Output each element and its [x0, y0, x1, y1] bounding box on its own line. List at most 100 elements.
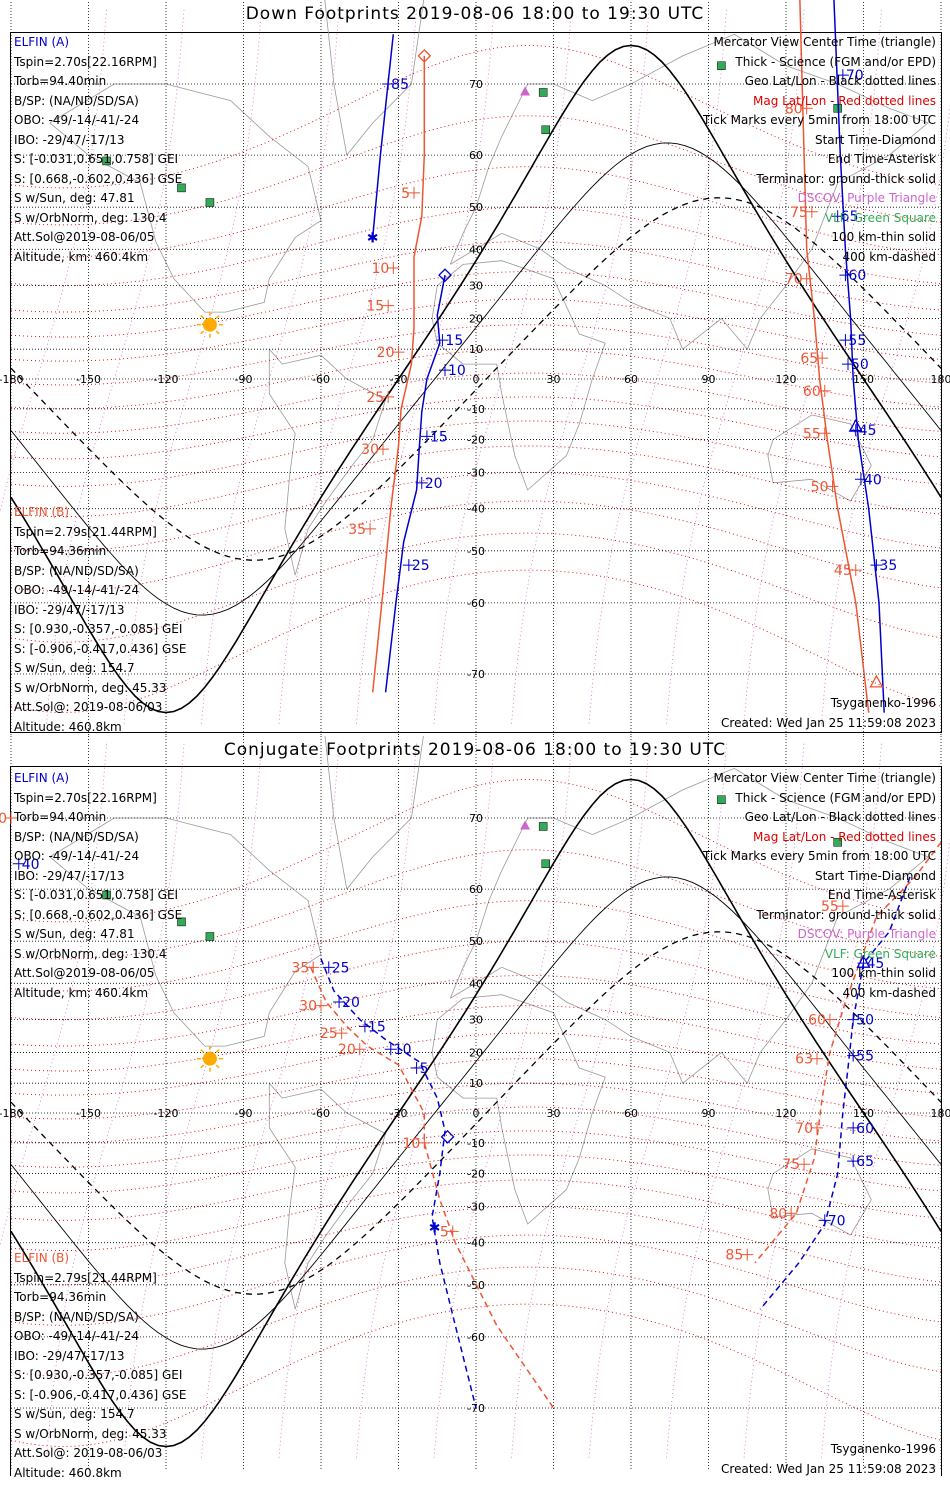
elfin-a-tick-label: 25	[332, 960, 350, 976]
mag-lon-line	[201, 743, 340, 1458]
vlf-green-square-icon	[833, 838, 842, 847]
y-tick-label: -50	[467, 545, 485, 558]
elfin-b-line: S: [0.930,-0.357,-0.085] GEI	[14, 622, 183, 636]
track-tick-mark	[785, 1207, 798, 1220]
vlf-green-square-icon	[541, 125, 550, 135]
elfin-a-tick-label: 85	[391, 77, 409, 93]
legend-item: Geo Lat/Lon - Black dotted lines	[744, 74, 936, 88]
track-tick-mark	[849, 564, 862, 577]
mag-lat-line	[10, 166, 942, 258]
elfin-b-tick-label: 10	[403, 1136, 421, 1152]
vlf-green-square-icon	[538, 88, 548, 97]
legend-item: 400 km-dashed	[842, 985, 936, 1000]
elfin-b-tick-label: 35	[291, 960, 309, 976]
elfin-a-tick-label: 25	[412, 558, 430, 574]
elfin-b-tick-label: 60	[808, 1013, 826, 1029]
x-tick-label: 180	[931, 1107, 950, 1120]
legend-item: Start Time-Diamond	[814, 132, 936, 147]
x-tick-label: -120	[154, 1107, 179, 1120]
elfin-a-tick-label: 45	[867, 956, 885, 972]
track-tick-mark	[322, 961, 335, 974]
coastline	[49, 83, 322, 313]
track-tick-mark	[816, 352, 829, 365]
dscovr-triangle-icon	[520, 820, 531, 830]
start-diamond-icon	[440, 1129, 455, 1144]
created-label: Created: Wed Jan 25 11:59:08 2023	[721, 716, 936, 730]
terminator-400km	[10, 931, 942, 1295]
mag-lon-line	[278, 9, 417, 724]
elfin-b-track	[310, 966, 555, 1409]
legend-item: End Time-Asterisk	[827, 888, 936, 902]
elfin-a-line: S w/OrbNorm, deg: 130.4	[14, 210, 167, 225]
x-tick-label: 30	[547, 1107, 561, 1120]
mag-lat-line	[10, 849, 942, 960]
elfin-b-tick-label: 10	[372, 261, 390, 277]
y-tick-label: 30	[469, 1014, 483, 1027]
elfin-a-tick-label: 65	[841, 209, 859, 225]
mag-lon-line	[356, 743, 495, 1458]
elfin-a-line: S: [0.668,-0.602,0.436] GSE	[14, 907, 183, 922]
elfin-a-line: S: [0.668,-0.602,0.436] GSE	[14, 171, 183, 186]
elfin-a-tick-label: 20	[425, 476, 443, 492]
coastline	[49, 817, 322, 1047]
mag-lon-line	[278, 743, 417, 1458]
elfin-b-tick-label: 50	[811, 479, 829, 495]
elfin-a-tick-label: 40	[864, 472, 882, 488]
center-time-triangle-icon	[869, 674, 884, 688]
conjugate-footprints-map: -180 -150 -120 -90 -60 -30 0 30 60 90 120 150 180 70 6…	[0, 736, 950, 1476]
elfin-a-tick-label: 65	[856, 1154, 874, 1170]
elfin-b-line: IBO: -29/47/-17/13	[14, 1348, 125, 1363]
elfin-a-line: B/SP: (NA/ND/SD/SA)	[14, 829, 139, 844]
track-tick-mark	[12, 857, 25, 870]
elfin-b-line: OBO: -49/-14/-41/-24	[14, 583, 140, 597]
elfin-a-line: Att.Sol@2019-08-06/05	[14, 230, 155, 244]
sun-icon	[202, 317, 217, 332]
elfin-b-tick-label: 55	[803, 426, 821, 442]
elfin-a-tick-label: 50	[851, 357, 869, 373]
elfin-b-info: ELFIN (B) Tspin=2.79s[21.44RPM] Torb=94.…	[14, 1249, 187, 1483]
end-asterisk-icon: ✱	[429, 1221, 441, 1237]
y-tick-label: 40	[469, 977, 483, 990]
track-tick-mark	[839, 269, 852, 282]
x-tick-label: 120	[776, 373, 797, 386]
x-tick-label: -90	[235, 373, 253, 386]
end-asterisk-icon: ✱	[367, 230, 379, 246]
elfin-b-title: ELFIN (B)	[14, 1251, 70, 1265]
track-tick-mark	[377, 443, 389, 456]
mag-lat-line	[10, 115, 942, 226]
track-tick-mark	[446, 1225, 459, 1238]
elfin-b-line: S: [0.930,-0.357,-0.085] GEI	[14, 1368, 183, 1382]
elfin-b-tick-label: 65	[800, 351, 818, 367]
x-tick-label: 150	[853, 373, 874, 386]
elfin-a-track	[384, 275, 446, 693]
elfin-b-tick-label: 35	[348, 522, 366, 538]
elfin-a-line: IBO: -29/47/-17/13	[14, 132, 125, 147]
track-tick-mark	[358, 1020, 371, 1033]
x-tick-label: -150	[76, 1107, 101, 1120]
elfin-b-tick-label: 25	[366, 390, 384, 406]
sun-ray	[215, 314, 220, 319]
track-tick-mark	[842, 358, 854, 371]
track-tick-mark	[818, 384, 831, 397]
x-tick-label: -90	[235, 1107, 253, 1120]
elfin-b-tick-label: 70	[795, 1121, 813, 1137]
dscovr-triangle-icon	[520, 86, 531, 96]
elfin-b-info: ELFIN (B) Tspin=2.79s[21.44RPM] Torb=94.…	[14, 503, 187, 737]
mag-lat-line	[10, 532, 942, 643]
y-tick-label: 20	[469, 1046, 483, 1059]
y-tick-label: 50	[469, 935, 483, 948]
track-tick-mark	[854, 473, 867, 486]
legend-item: End Time-Asterisk	[827, 152, 936, 166]
map-layer	[0, 736, 950, 1470]
elfin-a-tick-label: 45	[859, 423, 877, 439]
elfin-a-tick-label: 10	[394, 1042, 412, 1058]
vlf-green-square-icon	[177, 917, 186, 927]
elfin-a-line: S: [-0.031,0.651,0.758] GEI	[14, 888, 179, 902]
track-tick-mark	[849, 424, 862, 437]
elfin-b-tick-label: 5	[401, 186, 410, 202]
elfin-a-line: Torb=94.40min	[14, 810, 107, 824]
terminator-400km	[10, 197, 942, 561]
x-tick-label: 90	[702, 373, 716, 386]
elfin-a-title: ELFIN (A)	[14, 35, 70, 49]
elfin-a-tick-label: 20	[342, 995, 360, 1011]
